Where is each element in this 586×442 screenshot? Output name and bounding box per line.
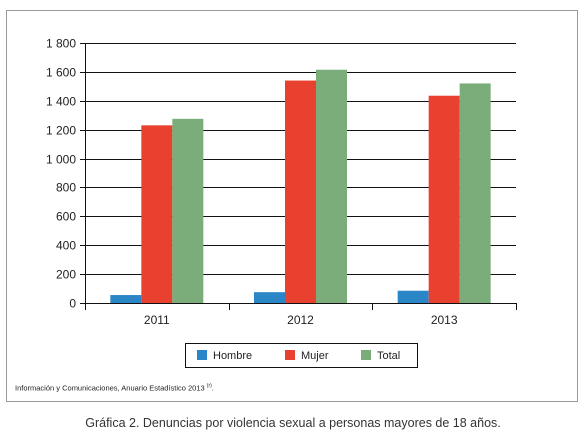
y-tick-label: 200 bbox=[56, 268, 76, 282]
caption-prefix: Gráfica bbox=[85, 416, 129, 430]
y-tick-label: 800 bbox=[56, 181, 76, 195]
caption-age: 18 bbox=[452, 416, 467, 430]
x-tick-label: 2013 bbox=[431, 313, 458, 327]
caption-text: . Denuncias por violencia sexual a perso… bbox=[135, 416, 453, 430]
y-tick-label: 600 bbox=[56, 210, 76, 224]
y-tick-label: 1 200 bbox=[46, 124, 76, 138]
y-tick-label: 1 400 bbox=[46, 95, 76, 109]
y-tick-label: 1 000 bbox=[46, 153, 76, 167]
source-note-text: Información y Comunicaciones, Anuario Es… bbox=[15, 383, 207, 393]
source-note-superscript: (r) bbox=[206, 383, 212, 389]
bar-hombre-2012 bbox=[254, 292, 285, 303]
axes: 0 200 400 600 800 1 000 1 200 1 400 1 600 1 800 20… bbox=[46, 37, 517, 327]
x-tick-label: 2012 bbox=[287, 313, 314, 327]
bar-hombre-2013 bbox=[397, 290, 429, 303]
bars bbox=[110, 69, 491, 303]
source-note-suffix: . bbox=[211, 383, 214, 393]
figure-caption: Gráfica 2. Denuncias por violencia sexua… bbox=[0, 416, 586, 430]
bar-mujer-2012 bbox=[285, 80, 316, 303]
bar-mujer-2013 bbox=[428, 95, 460, 303]
legend-label-hombre: Hombre bbox=[213, 350, 252, 362]
y-tick-label: 0 bbox=[69, 297, 76, 311]
bar-total-2012 bbox=[316, 69, 347, 303]
legend: Hombre Mujer Total bbox=[185, 343, 418, 368]
legend-label-total: Total bbox=[377, 350, 400, 362]
legend-label-mujer: Mujer bbox=[301, 350, 329, 362]
y-tick-label: 1 600 bbox=[46, 66, 76, 80]
legend-box bbox=[185, 343, 418, 368]
bar-total-2011 bbox=[172, 118, 204, 303]
y-tick-label: 400 bbox=[56, 239, 76, 253]
caption-number: 2 bbox=[129, 416, 136, 430]
bar-hombre-2011 bbox=[110, 295, 142, 303]
y-tick-label: 1 800 bbox=[46, 37, 76, 51]
legend-swatch-total bbox=[361, 350, 371, 360]
bar-mujer-2011 bbox=[141, 125, 173, 303]
source-note: Información y Comunicaciones, Anuario Es… bbox=[15, 383, 214, 393]
caption-suffix: años. bbox=[466, 416, 501, 430]
legend-swatch-mujer bbox=[285, 350, 295, 360]
bar-total-2013 bbox=[459, 83, 491, 303]
legend-swatch-hombre bbox=[197, 350, 207, 360]
x-tick-label: 2011 bbox=[144, 313, 170, 327]
